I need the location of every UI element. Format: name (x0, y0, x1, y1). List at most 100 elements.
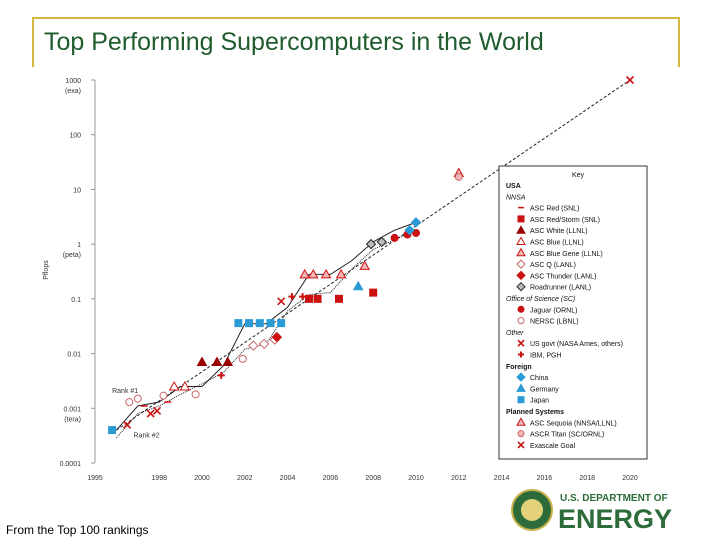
data-point (359, 260, 370, 270)
legend-group-label: Office of Science (SC) (506, 296, 575, 303)
legend-marker (517, 317, 525, 325)
legend-item-label: Roadrunner (LANL) (530, 285, 591, 292)
legend-item-label: ASC Q (LANL) (530, 262, 576, 269)
doe-seal-center-icon (521, 499, 543, 521)
logo-line2: ENERGY (558, 504, 672, 534)
title-rule-left (32, 17, 34, 67)
data-point (266, 319, 275, 328)
data-point (412, 228, 420, 237)
doe-logo: U.S. DEPARTMENT OF ENERGY (511, 489, 672, 534)
data-point (125, 398, 134, 407)
legend-item-label: Germany (530, 386, 559, 393)
legend-item-label: Exascale Goal (530, 443, 576, 450)
legend-item-label: China (530, 375, 548, 382)
data-point (222, 356, 234, 367)
logo-line1: U.S. DEPARTMENT OF (560, 493, 668, 504)
trend-line (116, 79, 631, 431)
y-tick-sub-label: (peta) (63, 252, 81, 259)
legend-item-label: Japan (530, 398, 549, 405)
x-tick-label: 2018 (579, 475, 595, 480)
x-tick-label: 2014 (494, 475, 510, 480)
data-point (369, 288, 378, 297)
data-point (234, 319, 243, 328)
legend-marker (516, 281, 526, 292)
legend-marker (517, 339, 525, 347)
x-tick-label: 2020 (622, 475, 638, 480)
legend-item-label: ASCR Titan (SC/ORNL) (530, 432, 604, 439)
data-point (179, 380, 191, 391)
data-point (307, 268, 319, 279)
legend-item-label: ASC Thunder (LANL) (530, 273, 596, 280)
legend-marker (516, 417, 526, 426)
data-point (313, 294, 322, 303)
data-point (277, 319, 286, 328)
x-tick-label: 2010 (408, 475, 424, 480)
title-rule-right (678, 17, 680, 67)
x-tick-label: 2008 (365, 475, 381, 480)
legend-group-label: USA (506, 183, 521, 190)
data-point (211, 356, 223, 367)
legend-marker (517, 430, 525, 438)
y-tick-label: 0.01 (67, 352, 81, 359)
legend-group-label: Foreign (506, 364, 532, 371)
supercomputer-chart: 1995 1998 2000 2002 2004 2006 2008 2010 2012 2014… (43, 75, 648, 480)
y-tick-label: 1000 (65, 78, 81, 85)
data-point (255, 319, 264, 328)
legend-item-label: NERSC (LBNL) (530, 319, 579, 326)
x-tick-label: 2012 (451, 475, 467, 480)
y-tick-label: 0.1 (71, 297, 81, 304)
legend-group-label: Planned Systems (506, 409, 564, 416)
data-point (335, 268, 347, 279)
data-point (271, 331, 283, 343)
data-point (146, 409, 155, 418)
data-point (191, 390, 200, 399)
annotation-label: Rank #1 (112, 388, 138, 395)
data-points (108, 75, 635, 435)
data-point (454, 172, 463, 181)
legend-marker (517, 396, 525, 404)
legend-item-label: US govt (NASA Ames, others) (530, 341, 623, 348)
y-tick-label: 0.0001 (60, 461, 82, 468)
data-point (133, 394, 142, 403)
y-tick-sub-label: (exa) (65, 88, 81, 95)
legend-marker (516, 383, 526, 392)
x-tick-label: 2016 (537, 475, 553, 480)
legend-marker (516, 270, 526, 281)
data-point (248, 340, 259, 351)
data-point (258, 338, 270, 350)
legend-marker (516, 236, 526, 245)
slide-title: Top Performing Supercomputers in the Wor… (44, 28, 544, 56)
y-tick-label: 10 (73, 187, 81, 194)
legend-item-label: Jaguar (ORNL) (530, 307, 577, 314)
x-tick-label: 2006 (323, 475, 339, 480)
y-tick-label: 1 (77, 242, 81, 249)
legend-title: Key (572, 172, 585, 179)
legend-item-label: ASC White (LLNL) (530, 228, 588, 235)
y-tick-sub-label: (tera) (64, 416, 81, 423)
chart-axes: 1995 1998 2000 2002 2004 2006 2008 2010 2012 2014… (43, 78, 638, 480)
data-point (305, 294, 313, 303)
legend-item-label: ASC Blue (LLNL) (530, 240, 584, 247)
chart-legend: Key USA NNSA ASC Red (SNL) ASC Red/Storm (SN… (498, 165, 648, 460)
footnote: From the Top 100 rankings (6, 523, 149, 537)
legend-marker (516, 259, 526, 269)
x-tick-label: 1995 (87, 475, 103, 480)
data-point (196, 356, 208, 367)
legend-marker (517, 215, 525, 223)
data-point (159, 391, 168, 400)
data-point (352, 280, 364, 291)
data-point (404, 224, 415, 236)
legend-marker (517, 305, 525, 313)
data-point (108, 426, 117, 435)
data-point (277, 297, 286, 306)
data-point (390, 233, 399, 242)
y-tick-label: 0.001 (63, 406, 81, 413)
x-tick-label: 1998 (151, 475, 167, 480)
data-point (334, 294, 343, 303)
legend-marker (516, 247, 526, 257)
data-point (365, 238, 377, 250)
title-rule (32, 17, 680, 19)
legend-marker (516, 225, 526, 234)
legend-marker (516, 372, 526, 382)
legend-box (498, 165, 648, 460)
